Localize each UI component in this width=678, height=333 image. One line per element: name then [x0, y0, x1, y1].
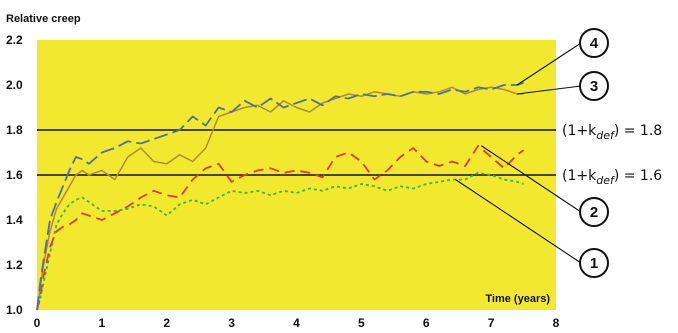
x-tick-label: 6	[423, 316, 430, 330]
callout-number-2: 2	[590, 204, 598, 221]
x-tick-label: 3	[228, 316, 235, 330]
x-tick-label: 1	[99, 316, 106, 330]
series-line-2	[36, 144, 525, 311]
x-tick-label: 0	[34, 316, 41, 330]
y-tick-label: 1.8	[6, 123, 23, 137]
callout-circle-4	[579, 28, 609, 58]
x-tick-label: 7	[488, 316, 495, 330]
callout-number-1: 1	[590, 255, 598, 272]
y-tick-label: 1.6	[6, 168, 23, 182]
callout-number-3: 3	[590, 78, 598, 95]
callout-circle-2	[579, 197, 609, 227]
series-line-1	[36, 171, 524, 311]
callout-circle-3	[579, 71, 609, 101]
x-tick-label: 4	[293, 316, 300, 330]
y-tick-label: 1.4	[6, 213, 23, 227]
y-tick-label: 2.0	[6, 78, 23, 92]
x-tick-label: 5	[358, 316, 365, 330]
reference-line-label: (1+kdef) = 1.8	[562, 123, 662, 142]
callout-leader-3	[517, 85, 582, 95]
callout-circle-1	[579, 248, 609, 278]
series-line-4	[36, 81, 524, 311]
y-axis-title: Relative creep	[6, 13, 81, 25]
y-tick-label: 1.2	[6, 258, 23, 272]
x-tick-label: 8	[553, 316, 560, 330]
callout-leader-4	[516, 42, 582, 86]
reference-line-label: (1+kdef) = 1.6	[562, 168, 662, 187]
y-tick-label: 1.0	[6, 303, 23, 317]
y-tick-label: 2.2	[6, 33, 23, 47]
x-tick-label: 2	[163, 316, 170, 330]
series-line-3	[36, 86, 524, 311]
callout-number-4: 4	[590, 35, 599, 52]
x-axis-title: Time (years)	[485, 293, 550, 305]
callout-leader-1	[455, 179, 582, 264]
callout-leader-2	[481, 145, 582, 213]
